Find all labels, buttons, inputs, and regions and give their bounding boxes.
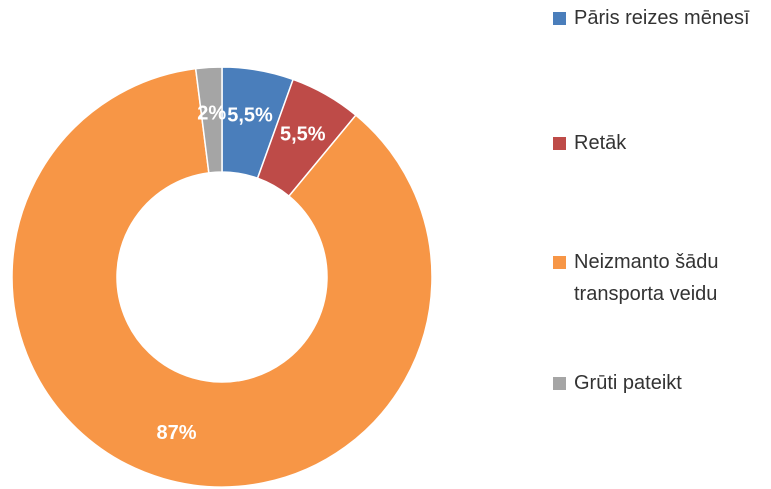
data-label: 5,5% — [280, 124, 326, 146]
legend-item: Retāk — [553, 127, 763, 159]
legend-label: Pāris reizes mēnesī — [574, 7, 750, 29]
legend-item: Pāris reizes mēnesī — [553, 2, 763, 34]
legend-swatch — [553, 256, 566, 269]
legend-swatch — [553, 137, 566, 150]
donut-slice — [11, 67, 433, 488]
legend-swatch — [553, 377, 566, 390]
legend-item: Grūti pateikt — [553, 367, 763, 399]
legend-item: Neizmanto šādu transporta veidu — [553, 246, 763, 310]
data-label: 87% — [157, 422, 197, 444]
legend-swatch — [553, 12, 566, 25]
donut-slice — [194, 66, 223, 174]
data-label: 5,5% — [227, 105, 273, 127]
data-label: 2% — [197, 103, 226, 125]
legend-label: Neizmanto šādu transporta veidu — [574, 251, 719, 305]
legend-label: Retāk — [574, 132, 627, 154]
legend-label: Grūti pateikt — [574, 372, 682, 394]
